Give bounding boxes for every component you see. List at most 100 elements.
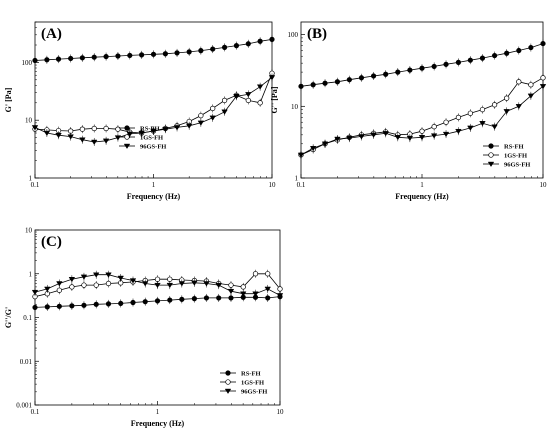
data-point	[310, 82, 316, 88]
data-point	[540, 75, 546, 81]
data-point	[55, 56, 62, 62]
data-point	[419, 65, 425, 71]
data-point	[265, 271, 271, 277]
data-point	[191, 280, 198, 286]
data-point	[32, 57, 38, 64]
series-96GS-FH	[31, 270, 284, 300]
x-axis-title: Frequency (Hz)	[127, 192, 181, 201]
data-point	[150, 128, 157, 135]
data-point	[167, 276, 173, 282]
y-tick-label: 1	[295, 175, 299, 183]
x-tick-label: 10	[277, 408, 285, 416]
data-point	[167, 297, 173, 303]
data-point	[79, 126, 86, 132]
data-point	[406, 135, 414, 142]
data-point	[221, 97, 228, 104]
series-RS-FH	[298, 39, 546, 91]
data-point	[198, 112, 204, 119]
data-point	[443, 61, 449, 67]
data-point	[491, 102, 498, 108]
data-point	[79, 55, 85, 61]
data-point	[44, 286, 51, 292]
data-point	[80, 274, 88, 280]
data-point	[228, 282, 234, 288]
panel-label: (C)	[41, 234, 62, 250]
legend-label: 1GS-FH	[504, 152, 527, 159]
data-point	[467, 57, 473, 63]
data-point	[504, 95, 510, 101]
data-point	[103, 125, 109, 132]
data-point	[491, 124, 498, 130]
data-point	[252, 271, 259, 277]
data-point	[43, 130, 51, 137]
legend: RS-FH 1GS-FH 96GS-FH	[483, 143, 530, 168]
data-point	[203, 281, 210, 287]
data-point	[79, 137, 86, 143]
data-point	[527, 93, 535, 99]
data-point	[150, 51, 157, 57]
data-point	[228, 295, 234, 301]
data-point	[256, 84, 264, 90]
data-point	[154, 282, 161, 289]
legend-marker	[224, 388, 232, 394]
data-point	[138, 130, 145, 137]
data-point	[455, 114, 462, 121]
panel-label: (B)	[307, 26, 327, 42]
data-point	[233, 43, 240, 49]
y-tick-label: 0.01	[20, 358, 33, 366]
data-point	[210, 105, 216, 112]
data-point	[126, 131, 134, 137]
data-point	[93, 282, 99, 288]
data-point	[227, 288, 235, 295]
data-point	[174, 50, 180, 56]
data-point	[31, 289, 39, 296]
data-point	[102, 138, 110, 144]
data-point	[528, 82, 534, 88]
x-tick-label: 0.1	[31, 408, 40, 416]
data-point	[105, 272, 112, 278]
data-point	[56, 303, 62, 309]
data-point	[67, 134, 74, 140]
data-point	[32, 304, 38, 311]
data-point	[178, 281, 186, 287]
data-point	[479, 55, 486, 61]
data-point	[467, 125, 474, 131]
data-point	[516, 79, 522, 85]
y-axis-title: G''/G'	[4, 307, 13, 328]
data-point	[298, 83, 304, 89]
data-point	[467, 110, 474, 116]
data-point	[504, 50, 510, 56]
data-point	[55, 132, 62, 139]
data-point	[383, 71, 389, 77]
panel-label: (A)	[41, 26, 62, 42]
data-point	[455, 59, 462, 65]
data-point	[540, 40, 546, 47]
series-RS-FH	[32, 35, 275, 65]
data-point	[321, 141, 329, 147]
series-1GS-FH	[32, 269, 283, 301]
data-point	[407, 67, 413, 73]
data-point	[216, 295, 222, 301]
data-point	[358, 134, 365, 140]
data-point	[418, 135, 426, 141]
legend-label: 96GS-FH	[140, 143, 166, 150]
data-point	[105, 280, 112, 287]
x-axis-title: Frequency (Hz)	[395, 192, 449, 201]
series-96GS-FH	[31, 73, 276, 146]
data-point	[186, 49, 192, 55]
data-point	[382, 131, 389, 137]
data-point	[209, 115, 216, 121]
x-tick-label: 1	[420, 181, 424, 189]
legend-label: 1GS-FH	[140, 134, 163, 141]
data-point	[68, 55, 74, 62]
legend-marker	[487, 161, 495, 167]
legend: RS-FH 1GS-FH 96GS-FH	[119, 125, 166, 150]
y-axis-title: G' [Pa]	[4, 87, 13, 112]
y-tick-label: 0.001	[16, 402, 32, 410]
data-point	[81, 282, 87, 288]
legend-marker	[225, 370, 231, 376]
data-point	[395, 69, 401, 75]
y-tick-label: 10	[25, 227, 33, 235]
data-point	[154, 276, 161, 282]
